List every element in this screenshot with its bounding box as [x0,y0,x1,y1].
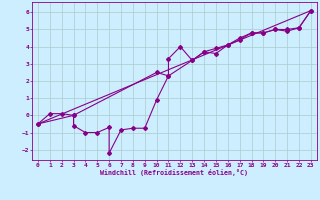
X-axis label: Windchill (Refroidissement éolien,°C): Windchill (Refroidissement éolien,°C) [100,169,248,176]
